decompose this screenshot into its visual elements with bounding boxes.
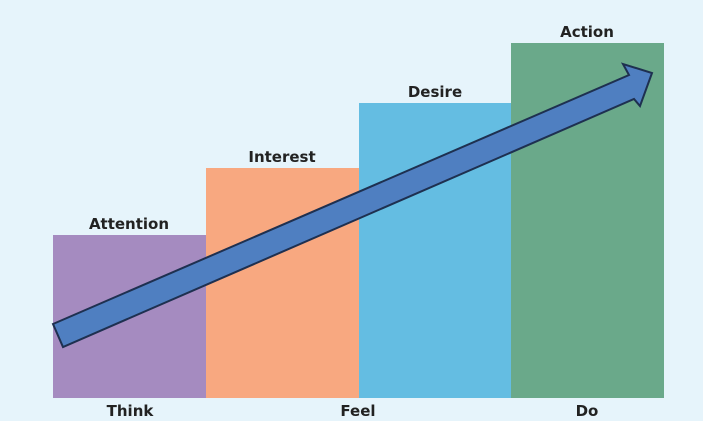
progress-arrow xyxy=(51,62,654,349)
stage-label: Action xyxy=(560,23,614,41)
stage-label: Desire xyxy=(408,83,462,101)
phase-label: Feel xyxy=(340,402,375,420)
phase-label: Do xyxy=(576,402,599,420)
stage-label: Interest xyxy=(248,148,315,166)
phase-label: Think xyxy=(107,402,155,420)
stage-label: Attention xyxy=(89,215,169,233)
